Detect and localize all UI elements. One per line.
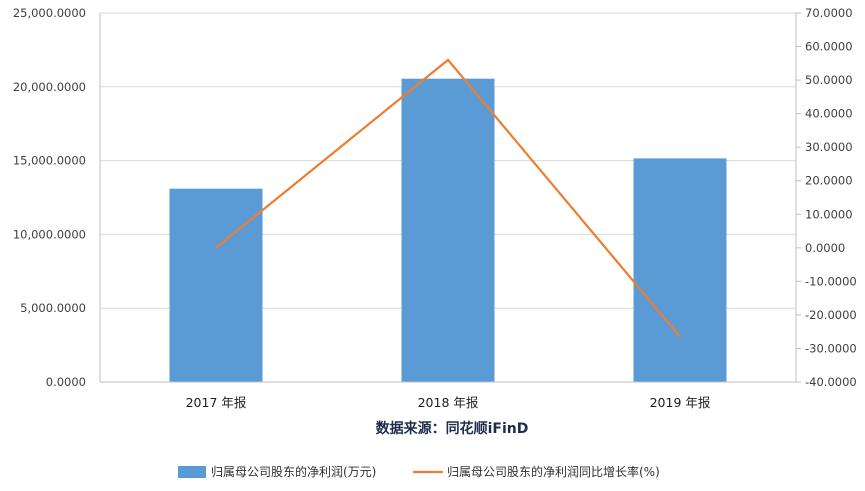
left-tick-label: 0.0000 [46,375,86,389]
bar [401,78,495,382]
left-tick-label: 10,000.0000 [13,227,86,241]
right-tick-label: -10.0000 [805,274,857,288]
legend-label-net-profit: 归属母公司股东的净利润(万元) [211,464,376,479]
right-tick-label: 40.0000 [805,107,853,121]
right-tick-label: -20.0000 [805,308,857,322]
data-source-note: 数据来源：同花顺iFinD [376,420,529,437]
left-tick-label: 5,000.0000 [20,301,86,315]
bar-series [169,78,727,382]
right-tick-label: 20.0000 [805,174,853,188]
right-tick-label: 70.0000 [805,6,853,20]
right-axis-tick-labels: -40.0000 -30.0000 -20.0000 -10.0000 0.0000 10… [805,6,857,389]
right-tick-label: -30.0000 [805,341,857,355]
left-axis-tick-labels: 0.0000 5,000.0000 10,000.0000 15,000.0000 20… [13,6,86,389]
axes [99,12,801,383]
line-series [215,58,681,338]
right-tick-label: 10.0000 [805,207,853,221]
legend-bar-swatch [178,466,206,478]
bar [633,158,727,382]
legend-label-growth-rate: 归属母公司股东的净利润同比增长率(%) [447,464,660,479]
left-tick-label: 25,000.0000 [13,6,86,20]
right-tick-label: -40.0000 [805,375,857,389]
right-tick-label: 30.0000 [805,140,853,154]
category-label: 2019 年报 [650,395,711,410]
category-labels: 2017 年报 2018 年报 2019 年报 [186,395,711,410]
right-tick-label: 60.0000 [805,40,853,54]
left-tick-label: 20,000.0000 [13,80,86,94]
bar [169,188,263,382]
legend: 归属母公司股东的净利润(万元) 归属母公司股东的净利润同比增长率(%) [178,464,660,479]
right-tick-label: 50.0000 [805,73,853,87]
left-tick-label: 15,000.0000 [13,154,86,168]
category-label: 2017 年报 [186,395,247,410]
category-label: 2018 年报 [418,395,479,410]
right-tick-label: 0.0000 [805,241,845,255]
